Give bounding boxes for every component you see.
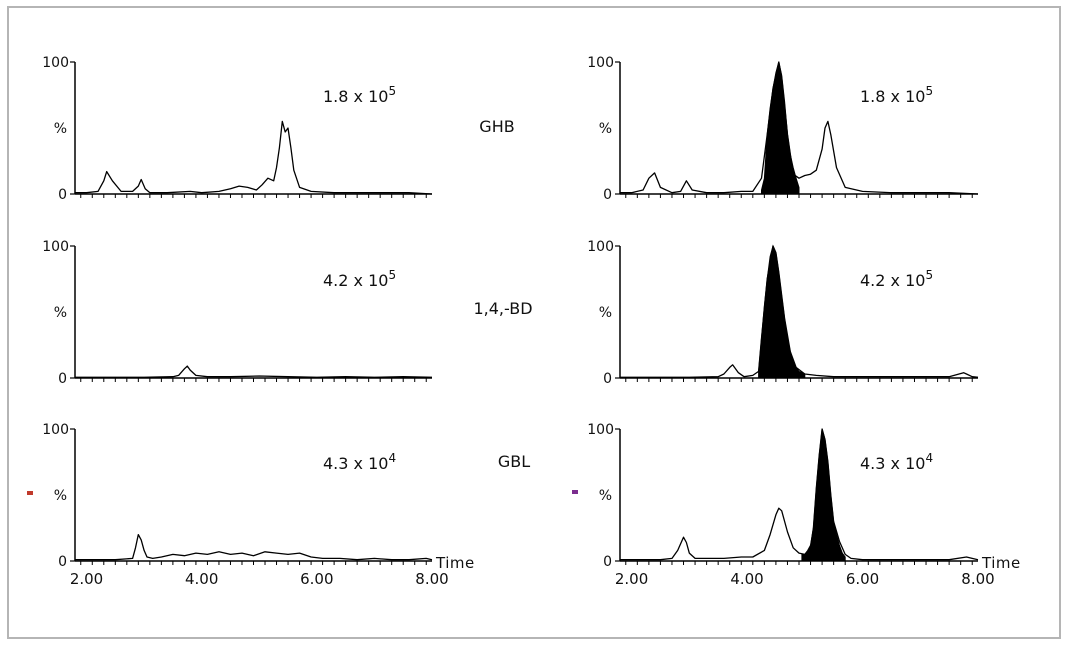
- panel-right-1: 100% 0 1.8 x 105: [587, 55, 979, 203]
- intensity-exponent: 4: [388, 451, 396, 465]
- panel-left-1: 100% 0 1.8 x 105: [42, 55, 433, 203]
- panel-right-2: 100% 0 4.2 x 105: [587, 239, 979, 387]
- intensity-annotation: 4.3 x 104: [860, 451, 933, 473]
- trace-marker: [27, 491, 33, 495]
- intensity-annotation: 4.3 x 104: [323, 451, 396, 473]
- intensity-exponent: 4: [925, 451, 933, 465]
- trace-marker: [572, 490, 578, 494]
- chromatogram-trace: [75, 120, 433, 195]
- compound-label-gbl: GBL: [498, 452, 530, 471]
- y-axis-label-percent: %: [599, 305, 612, 321]
- y-tick-label-100: 100: [42, 422, 69, 438]
- intensity-annotation: 1.8 x 105: [323, 84, 396, 106]
- y-tick-label-0: 0: [58, 187, 67, 203]
- chromatogram-trace: [620, 245, 979, 378]
- chromatogram-trace: [75, 533, 433, 561]
- chromatogram-trace: [75, 365, 433, 378]
- filled-peak-area: [758, 244, 806, 379]
- x-tick-label-4.00: 4.00: [730, 570, 763, 588]
- y-tick-label-0: 0: [603, 187, 612, 203]
- y-tick-label-0: 0: [603, 554, 612, 570]
- y-tick-label-0: 0: [58, 554, 67, 570]
- intensity-exponent: 5: [925, 268, 933, 282]
- y-axis-label-percent: %: [54, 488, 67, 504]
- y-tick-label-100: 100: [587, 55, 614, 71]
- x-tick-label-2.00: 2.00: [615, 570, 648, 588]
- chromatogram-trace: [620, 61, 979, 195]
- y-tick-label-0: 0: [58, 371, 67, 387]
- x-tick-label-8.00: 8.00: [961, 570, 994, 588]
- intensity-exponent: 5: [388, 84, 396, 98]
- y-tick-label-0: 0: [603, 371, 612, 387]
- y-tick-label-100: 100: [42, 239, 69, 255]
- compound-label-bd: 1,4,-BD: [473, 299, 532, 318]
- x-tick-label-2.00: 2.00: [70, 570, 103, 588]
- y-tick-label-100: 100: [587, 422, 614, 438]
- chromatogram-trace: [620, 428, 979, 561]
- filled-peak-area: [801, 428, 846, 562]
- panels-group: 100% 0 1.8 x 105 100% 0 1.8 x 105 100% 0 4.2 x 1…: [27, 55, 1021, 588]
- panel-left-2: 100% 0 4.2 x 105: [42, 239, 433, 387]
- y-axis-label-percent: %: [54, 121, 67, 137]
- intensity-exponent: 5: [925, 84, 933, 98]
- y-tick-label-100: 100: [42, 55, 69, 71]
- y-tick-label-100: 100: [587, 239, 614, 255]
- x-tick-label-6.00: 6.00: [300, 570, 333, 588]
- y-axis-label-percent: %: [599, 121, 612, 137]
- compound-label-ghb: GHB: [479, 117, 514, 136]
- intensity-annotation: 1.8 x 105: [860, 84, 933, 106]
- x-tick-label-4.00: 4.00: [185, 570, 218, 588]
- intensity-annotation: 4.2 x 105: [323, 268, 396, 290]
- y-axis-label-percent: %: [54, 305, 67, 321]
- x-tick-label-8.00: 8.00: [415, 570, 448, 588]
- figure-frame: [7, 6, 1061, 639]
- y-axis-label-percent: %: [599, 488, 612, 504]
- intensity-annotation: 4.2 x 105: [860, 268, 933, 290]
- x-axis-label-time: Time: [435, 554, 475, 572]
- x-tick-label-6.00: 6.00: [846, 570, 879, 588]
- x-axis-label-time: Time: [981, 554, 1021, 572]
- intensity-exponent: 5: [388, 268, 396, 282]
